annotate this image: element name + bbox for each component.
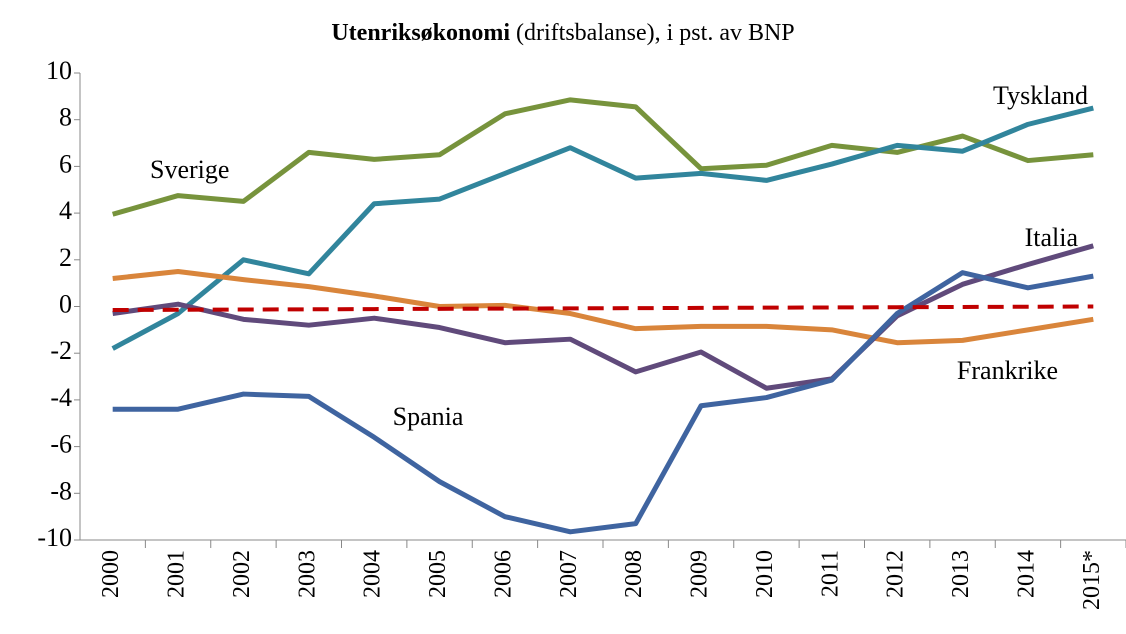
series-line <box>112 268 1094 346</box>
series-label: Tyskland <box>993 81 1088 110</box>
y-tick-label: -6 <box>50 430 72 459</box>
y-tick-label: 6 <box>59 149 72 178</box>
y-tick-label: -10 <box>37 523 72 552</box>
y-tick-label: -8 <box>50 476 72 505</box>
x-tick-label: 2015* <box>1079 550 1105 610</box>
series-label: Spania <box>393 402 464 431</box>
x-tick-label: 2006 <box>490 550 516 598</box>
x-tick-label: 2008 <box>621 550 647 598</box>
x-tick-label: 2007 <box>556 550 582 598</box>
chart-title: Utenriksøkonomi <box>331 20 510 46</box>
series-line <box>112 270 1094 535</box>
y-tick-label: -4 <box>50 383 72 412</box>
x-tick-label: 2011 <box>817 550 843 597</box>
series-line <box>112 243 1094 391</box>
y-tick-label: 8 <box>59 103 72 132</box>
reference-line <box>112 304 1094 313</box>
series-label: Frankrike <box>957 356 1058 385</box>
x-tick-label: 2003 <box>294 550 320 598</box>
series-label: Italia <box>1025 223 1079 252</box>
y-tick-label: 2 <box>59 243 72 272</box>
chart-title-group: Utenriksøkonomi (driftsbalanse), i pst. a… <box>331 20 794 46</box>
series-label: Sverige <box>150 155 229 184</box>
y-tick-label: 4 <box>59 196 72 225</box>
chart-subtitle: (driftsbalanse), i pst. av BNP <box>516 20 795 46</box>
x-tick-label: 2004 <box>360 550 386 598</box>
x-tick-label: 2001 <box>164 550 190 598</box>
y-tick-label: -2 <box>50 336 72 365</box>
x-tick-label: 2000 <box>98 550 124 598</box>
x-tick-label: 2014 <box>1013 550 1039 598</box>
series-line <box>111 105 1094 351</box>
x-tick-label: 2012 <box>883 550 909 598</box>
y-tick-label: 10 <box>46 56 72 85</box>
x-tick-label: 2002 <box>229 550 255 598</box>
x-tick-label: 2005 <box>425 550 451 598</box>
x-tick-label: 2010 <box>752 550 778 598</box>
y-tick-label: 0 <box>59 289 72 318</box>
x-tick-label: 2013 <box>948 550 974 598</box>
x-tick-label: 2009 <box>687 550 713 598</box>
series-line <box>112 97 1094 217</box>
